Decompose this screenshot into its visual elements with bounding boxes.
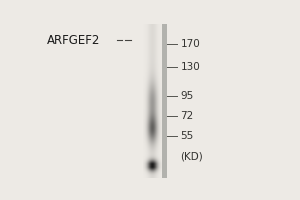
Text: 95: 95 [181,91,194,101]
Text: 55: 55 [181,131,194,141]
Text: (KD): (KD) [181,151,203,161]
Text: 130: 130 [181,62,200,72]
Text: ARFGEF2: ARFGEF2 [47,34,100,47]
Text: 72: 72 [181,111,194,121]
Text: 170: 170 [181,39,200,49]
